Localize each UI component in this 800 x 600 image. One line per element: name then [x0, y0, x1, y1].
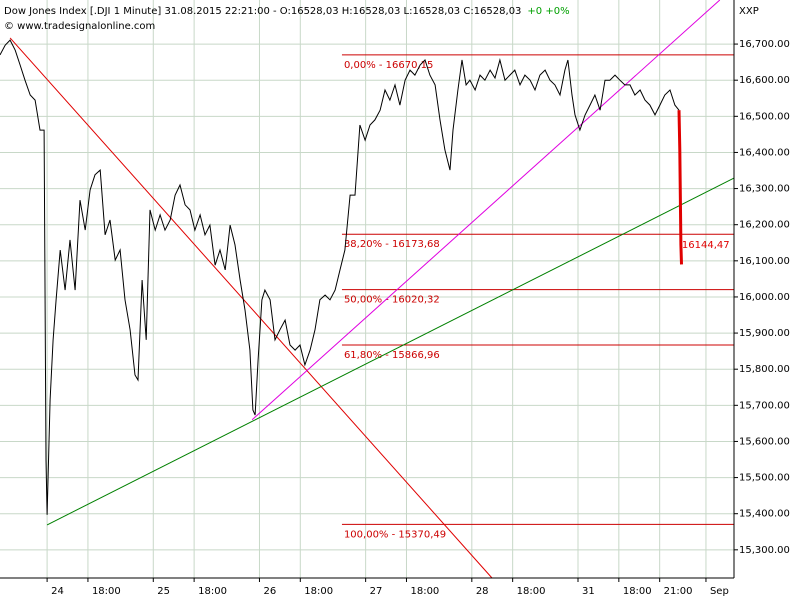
x-tick-label: 24: [51, 586, 64, 597]
x-tick-label: 21:00: [664, 586, 693, 597]
axis-label: XXP: [739, 6, 759, 17]
x-tick-label: 18:00: [304, 586, 333, 597]
x-tick-label: Sep: [710, 586, 729, 597]
fib-label: 50,00% - 16020,32: [344, 295, 440, 306]
fib-label: 0,00% - 16670,15: [344, 60, 433, 71]
x-tick-label: 18:00: [92, 586, 121, 597]
y-tick-label: 16,600.00: [739, 75, 790, 86]
y-tick-label: 15,800.00: [739, 364, 790, 375]
x-tick-label: 18:00: [517, 586, 546, 597]
price-line: [0, 39, 680, 515]
fib-label: 100,00% - 15370,49: [344, 529, 446, 540]
y-tick-label: 15,900.00: [739, 328, 790, 339]
x-tick-label: 27: [370, 586, 383, 597]
y-tick-label: 15,700.00: [739, 400, 790, 411]
y-tick-label: 15,600.00: [739, 436, 790, 447]
y-tick-label: 16,400.00: [739, 147, 790, 158]
chart-title: Dow Jones Index [.DJI 1 Minute] 31.08.20…: [4, 6, 521, 17]
x-tick-label: 31: [582, 586, 595, 597]
y-tick-label: 15,500.00: [739, 473, 790, 484]
fib-label: 38,20% - 16173,68: [344, 239, 440, 250]
price-line: [677, 110, 683, 265]
source: © www.tradesignalonline.com: [4, 21, 155, 32]
y-tick-label: 16,100.00: [739, 256, 790, 267]
y-tick-label: 15,300.00: [739, 545, 790, 556]
change: +0 +0%: [527, 6, 569, 17]
last-price-label: 16144,47: [682, 240, 730, 251]
fib-label: 61,80% - 15866,96: [344, 350, 440, 361]
x-tick-label: 25: [157, 586, 170, 597]
trend-line: [46, 177, 735, 526]
y-tick-label: 16,300.00: [739, 184, 790, 195]
y-tick-label: 16,200.00: [739, 220, 790, 231]
x-tick-label: 18:00: [410, 586, 439, 597]
y-tick-label: 16,000.00: [739, 292, 790, 303]
x-tick-label: 26: [263, 586, 276, 597]
x-tick-label: 28: [476, 586, 489, 597]
x-tick-label: 18:00: [623, 586, 652, 597]
y-tick-label: 16,700.00: [739, 39, 790, 50]
trend-line: [251, 0, 721, 421]
trend-line: [9, 37, 493, 579]
y-tick-label: 16,500.00: [739, 111, 790, 122]
x-tick-label: 18:00: [198, 586, 227, 597]
y-tick-label: 15,400.00: [739, 509, 790, 520]
